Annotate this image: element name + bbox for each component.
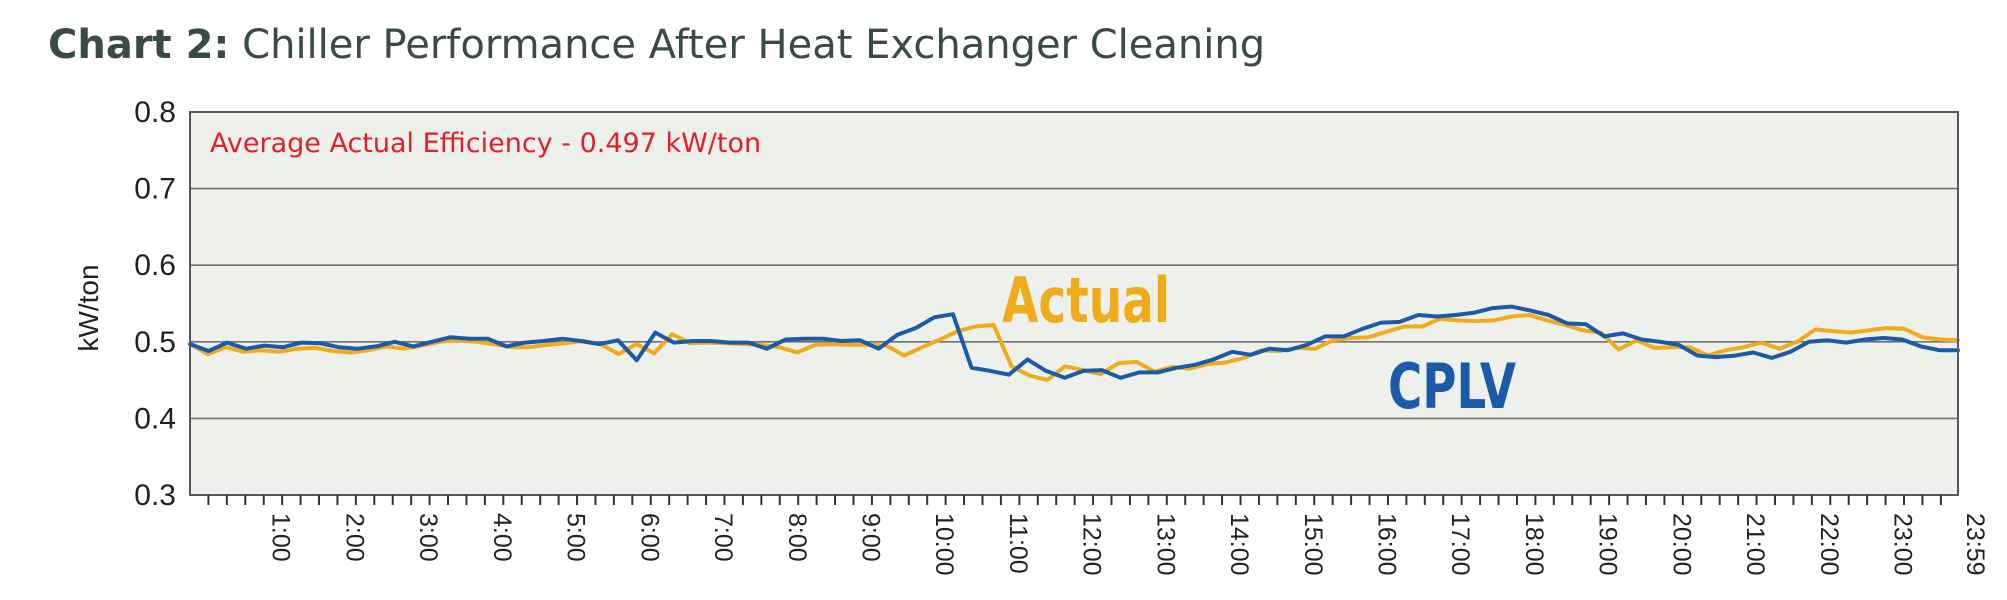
series-line-cplv	[188, 304, 1960, 380]
x-tick-label: 22:00	[1815, 513, 1843, 576]
x-axis-ticks: 1:00 2:00 3:00 4:00 5:00 6:00 7:00 8:00 9:00 10:0…	[267, 513, 1989, 576]
y-tick-label: 0.8	[134, 96, 176, 129]
x-tick-label: 14:00	[1225, 513, 1253, 576]
y-axis-ticks: 0.3 0.4 0.5 0.6 0.7 0.8	[134, 96, 176, 512]
y-tick-label: 0.4	[134, 402, 176, 435]
x-tick-label: 23:00	[1889, 513, 1917, 576]
y-axis-label: kW/ton	[73, 264, 104, 351]
axes	[189, 111, 1959, 505]
chart-title-text: Chiller Performance After Heat Exchanger…	[242, 22, 1266, 68]
x-tick-label: 12:00	[1078, 513, 1106, 576]
chart-title-prefix: Chart 2:	[48, 22, 230, 68]
series-lines	[188, 304, 1960, 383]
y-tick-label: 0.3	[134, 479, 176, 512]
x-tick-label: 6:00	[635, 513, 663, 562]
x-tick-label: 5:00	[562, 513, 590, 562]
x-tick-label: 10:00	[930, 513, 958, 576]
x-tick-label: 20:00	[1667, 513, 1695, 576]
x-tick-label: 7:00	[709, 513, 737, 562]
x-tick-label: 15:00	[1299, 513, 1327, 576]
legend-label-cplv: CPLV	[1388, 350, 1516, 423]
x-tick-label: 1:00	[267, 513, 295, 562]
series-line-actual	[188, 313, 1960, 383]
x-tick-label: 23:59	[1961, 513, 1989, 576]
x-tick-label: 3:00	[414, 513, 442, 562]
y-tick-label: 0.6	[134, 249, 176, 282]
x-tick-label: 16:00	[1373, 513, 1401, 576]
x-tick-label: 9:00	[856, 513, 884, 562]
plot-background	[190, 112, 1958, 495]
x-tick-label: 4:00	[488, 513, 516, 562]
x-tick-label: 11:00	[1004, 513, 1032, 574]
x-tick-label: 18:00	[1520, 513, 1548, 576]
x-tick-label: 8:00	[783, 513, 811, 562]
y-tick-label: 0.5	[134, 326, 176, 359]
x-tick-label: 13:00	[1151, 513, 1179, 576]
legend-label-actual: Actual	[1002, 264, 1170, 337]
average-efficiency-annotation: Average Actual Efficiency - 0.497 kW/ton	[210, 128, 761, 159]
x-tick-label: 19:00	[1594, 513, 1622, 576]
y-tick-label: 0.7	[134, 173, 176, 206]
x-tick-label: 17:00	[1446, 513, 1474, 576]
chart-title: Chart 2: Chiller Performance After Heat …	[48, 22, 1265, 68]
x-tick-label: 2:00	[340, 513, 368, 562]
x-tick-label: 21:00	[1741, 513, 1769, 576]
